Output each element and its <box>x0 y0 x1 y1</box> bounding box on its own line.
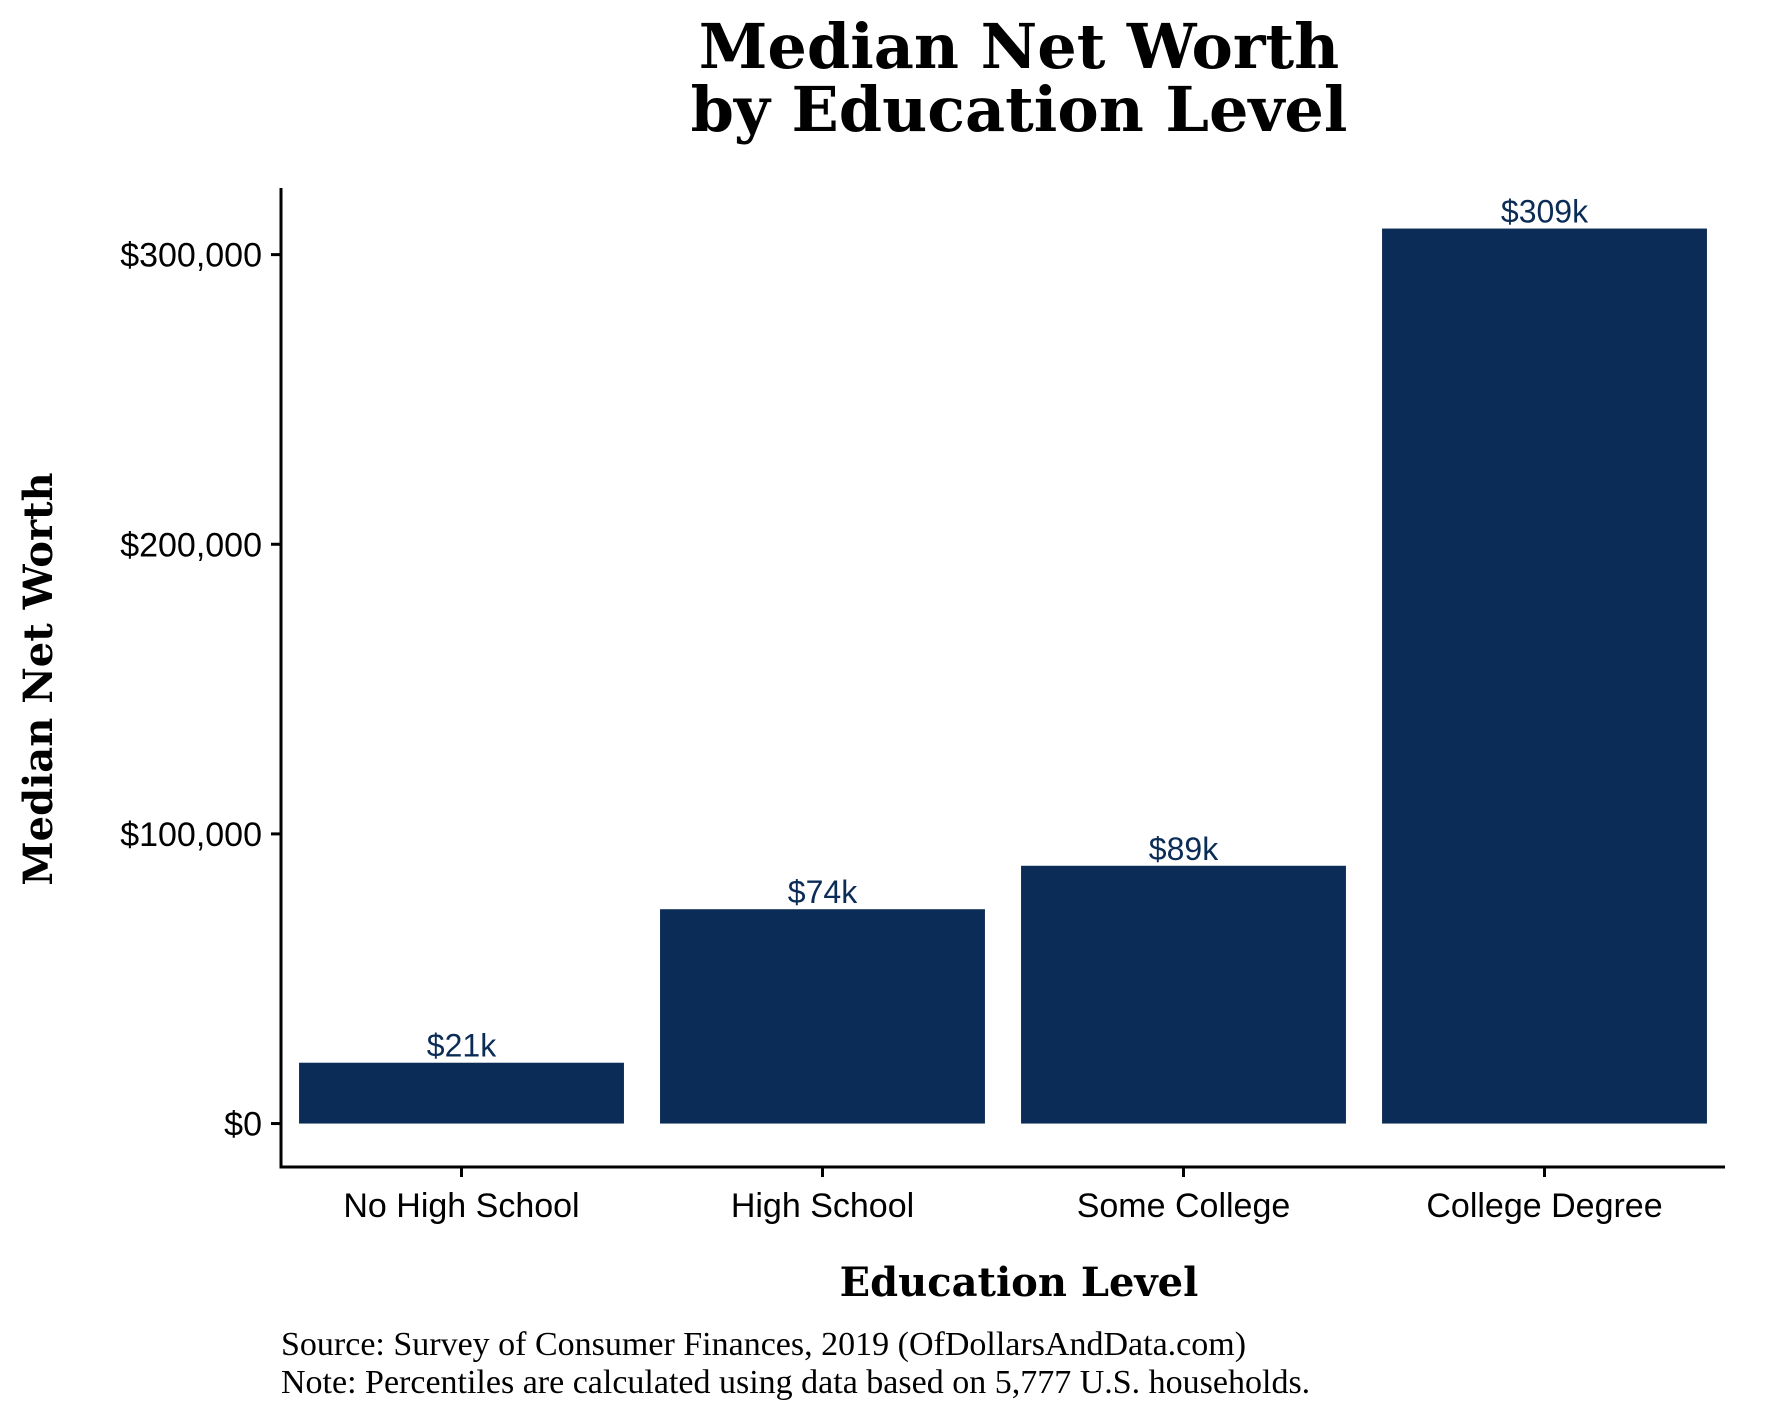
x-tick-label: High School <box>731 1187 914 1225</box>
bar-value-label: $21k <box>427 1028 497 1064</box>
y-tick-label: $200,000 <box>120 526 262 564</box>
x-tick-label: Some College <box>1077 1187 1291 1225</box>
x-axis-ticks: No High School High School Some College Col… <box>343 1167 1663 1225</box>
bar-value-label: $74k <box>788 874 858 910</box>
note-caption: Note: Percentiles are calculated using d… <box>281 1364 1310 1401</box>
bar <box>299 1062 624 1124</box>
y-tick-label: $100,000 <box>120 816 262 854</box>
bar <box>1382 228 1707 1124</box>
y-axis-ticks: $0 $100,000 $200,000 $300,000 <box>120 237 281 1144</box>
chart-title-line-1: Median Net Worth <box>699 10 1339 83</box>
y-tick-label: $0 <box>224 1106 262 1144</box>
source-caption: Source: Survey of Consumer Finances, 201… <box>281 1326 1246 1363</box>
y-axis-title: Median Net Worth <box>15 472 62 885</box>
chart-title-line-2: by Education Level <box>691 73 1348 146</box>
x-tick-label: No High School <box>343 1187 579 1225</box>
x-axis-title: Education Level <box>840 1259 1199 1306</box>
bar <box>1021 865 1346 1124</box>
bar-value-label: $309k <box>1501 194 1589 230</box>
bar-data-labels: $21k $74k $89k $309k <box>427 194 1589 1064</box>
y-tick-label: $300,000 <box>120 237 262 275</box>
x-tick-label: College Degree <box>1426 1187 1662 1225</box>
bar <box>660 909 985 1124</box>
bar-value-label: $89k <box>1149 831 1219 867</box>
bars <box>299 228 1707 1124</box>
